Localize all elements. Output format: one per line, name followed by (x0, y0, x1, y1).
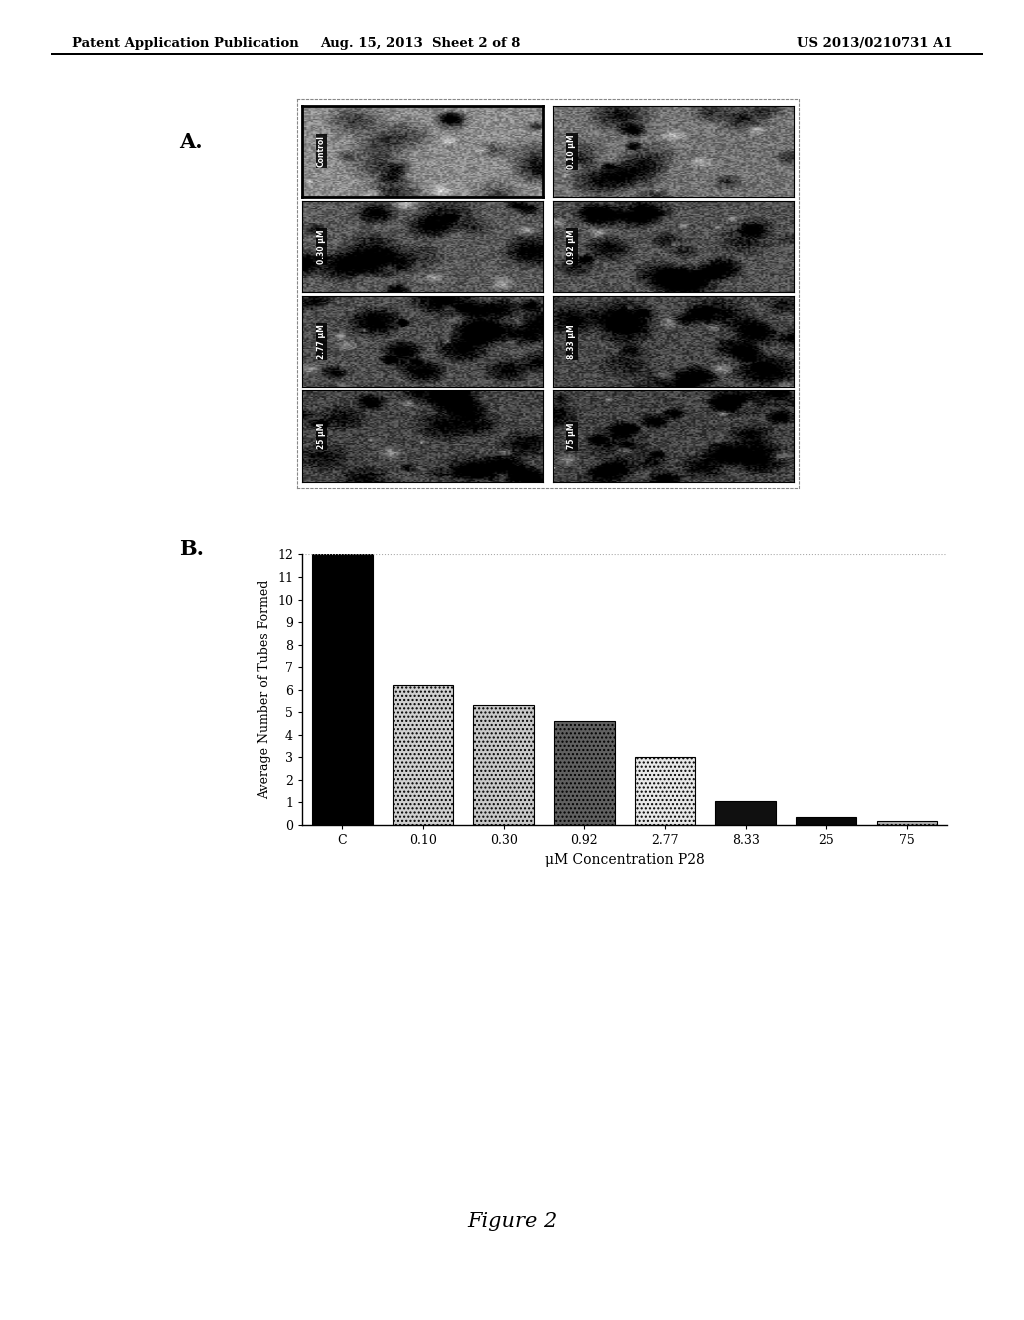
Y-axis label: Average Number of Tubes Formed: Average Number of Tubes Formed (258, 579, 271, 800)
Bar (393, 685, 454, 825)
X-axis label: μM Concentration P28: μM Concentration P28 (545, 853, 705, 867)
Bar (635, 758, 695, 825)
Bar (877, 821, 937, 825)
Text: 0.30 μM: 0.30 μM (316, 228, 326, 264)
Text: 0.92 μM: 0.92 μM (567, 228, 577, 264)
Text: 75 μM: 75 μM (567, 422, 577, 449)
Bar (473, 705, 534, 825)
Bar (796, 817, 856, 825)
Text: 0.10 μM: 0.10 μM (567, 133, 577, 169)
Text: Control: Control (316, 136, 326, 168)
Text: B.: B. (179, 539, 204, 558)
Bar (312, 554, 373, 825)
Text: 2.77 μM: 2.77 μM (316, 323, 326, 359)
Text: Aug. 15, 2013  Sheet 2 of 8: Aug. 15, 2013 Sheet 2 of 8 (319, 37, 520, 50)
Text: Patent Application Publication: Patent Application Publication (72, 37, 298, 50)
Bar (716, 801, 776, 825)
Bar (554, 721, 614, 825)
Text: US 2013/0210731 A1: US 2013/0210731 A1 (797, 37, 952, 50)
Text: 25 μM: 25 μM (316, 422, 326, 449)
Text: Figure 2: Figure 2 (467, 1212, 557, 1230)
Text: 8.33 μM: 8.33 μM (567, 323, 577, 359)
Text: A.: A. (179, 132, 203, 152)
